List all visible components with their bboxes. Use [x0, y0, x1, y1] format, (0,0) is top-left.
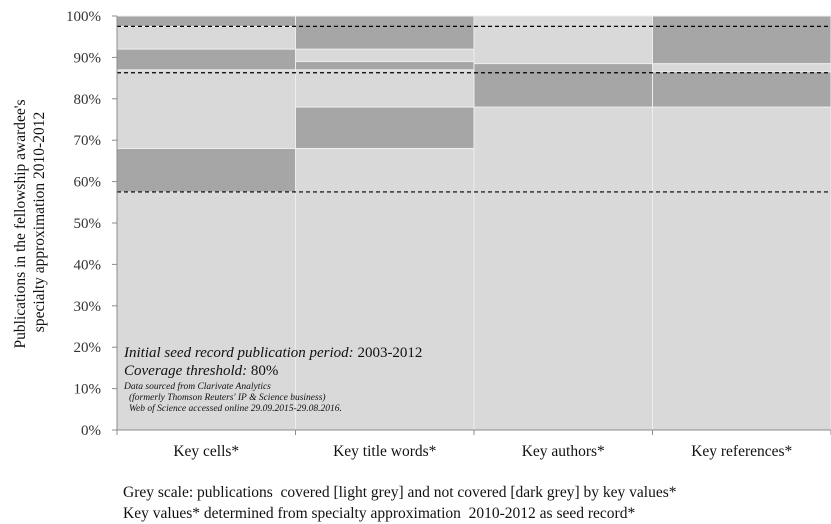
bars-group — [116, 15, 831, 431]
bar-segment-covered-3-2 — [473, 15, 653, 65]
threshold-label: Coverage threshold: — [124, 363, 247, 379]
bar-segment-not-covered-2-2 — [295, 61, 475, 71]
y-tick-label-4: 40% — [74, 257, 102, 273]
threshold-lines — [117, 25, 831, 193]
category-label-1: Key cells* — [173, 443, 239, 460]
bar-segment-covered-2-1 — [295, 147, 475, 431]
y-tick-label-9: 90% — [74, 50, 102, 66]
bar-segment-covered-1-3 — [116, 25, 296, 50]
y-tick-label-8: 80% — [74, 92, 102, 108]
y-tick-label-5: 50% — [74, 216, 102, 232]
source-line-1: Data sourced from Clarivate Analytics — [123, 381, 271, 392]
bar-segment-covered-4-1 — [652, 106, 831, 431]
seed-period-label: Initial seed record publication period: — [123, 345, 354, 361]
y-tick-label-10: 100% — [66, 9, 101, 25]
seed-period-value: 2003-2012 — [357, 345, 422, 361]
bar-segment-not-covered-1-1 — [116, 147, 296, 193]
bar-segment-not-covered-2-1 — [295, 106, 475, 149]
annotation-box: Initial seed record publication period: … — [123, 345, 422, 414]
y-tick-label-0: 0% — [81, 423, 101, 439]
source-line-3: Web of Science accessed online 29.09.201… — [129, 403, 342, 414]
axes: 0% 10% 20% 30% 40% 50% 60% 70% 80% 90% 100% Key cel… — [66, 9, 831, 460]
caption-line-1: Grey scale: publications covered [light … — [123, 484, 677, 501]
y-tick-label-3: 30% — [74, 299, 102, 315]
bar-segment-not-covered-4-1 — [652, 71, 831, 108]
y-tick-label-7: 70% — [74, 133, 102, 149]
bar-segment-not-covered-1-2 — [116, 48, 296, 71]
y-tick-label-6: 60% — [74, 175, 102, 191]
caption-line-2: Key values* determined from specialty ap… — [123, 505, 635, 522]
bar-segment-not-covered-2-3 — [295, 15, 475, 50]
source-line-2: (formerly Thomson Reuters' IP & Science … — [129, 392, 326, 403]
bar-segment-covered-2-3 — [295, 48, 475, 63]
category-label-2: Key title words* — [333, 443, 437, 460]
seed-period-annotation: Initial seed record publication period: … — [123, 345, 422, 361]
threshold-annotation: Coverage threshold: 80% — [124, 363, 278, 379]
bar-segment-covered-2-2 — [295, 69, 475, 108]
threshold-value: 80% — [251, 363, 279, 379]
bar-segment-not-covered-1-3 — [116, 15, 296, 27]
y-axis-title-line-1: Publications in the fellowship awardee's — [12, 99, 29, 348]
bar-segment-not-covered-3-1 — [473, 63, 653, 108]
y-axis-title: Publications in the fellowship awardee's… — [12, 96, 48, 349]
category-label-3: Key authors* — [522, 443, 605, 460]
y-tick-label-2: 20% — [74, 340, 102, 356]
y-axis-title-line-2: specialty approximation 2010-2012 — [31, 112, 48, 332]
y-tick-label-1: 10% — [74, 382, 102, 398]
bar-segment-covered-4-2 — [652, 63, 831, 73]
bar-segment-covered-1-1 — [116, 191, 296, 431]
bar-segment-covered-1-2 — [116, 69, 296, 149]
bar-segment-not-covered-4-2 — [652, 15, 831, 65]
category-label-4: Key references* — [691, 443, 792, 460]
bar-segment-covered-3-1 — [473, 106, 653, 431]
